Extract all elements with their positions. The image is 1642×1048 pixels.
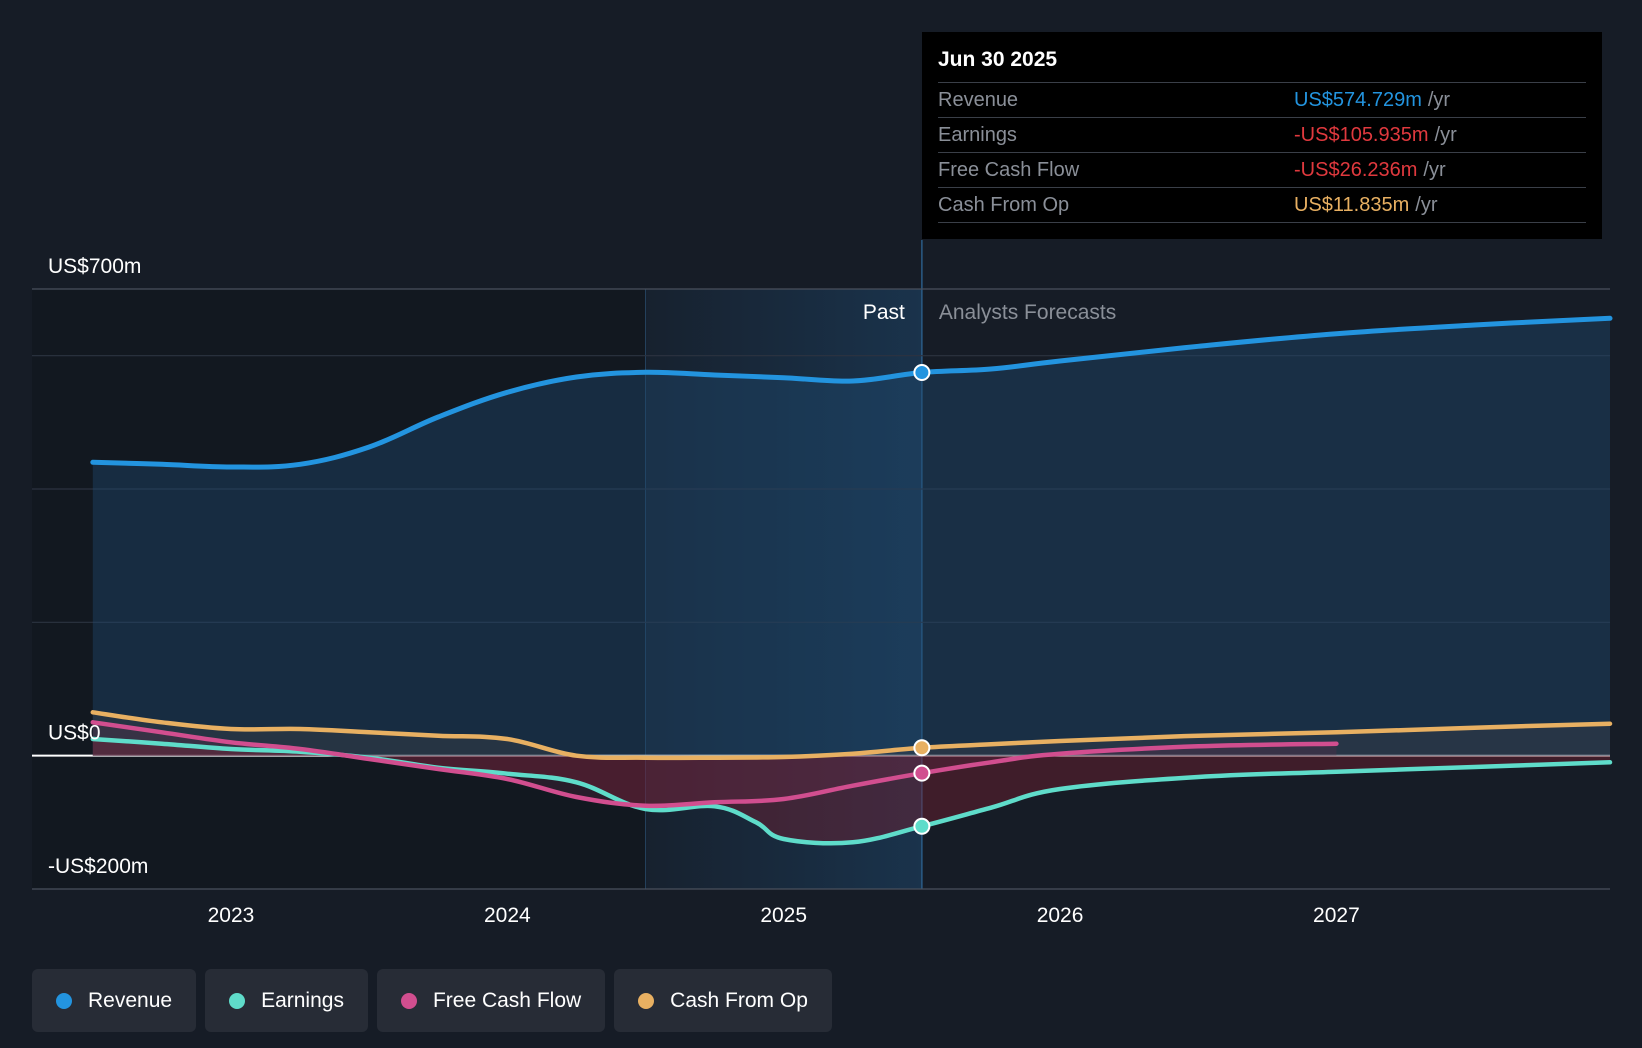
fcf-area [92,722,1337,806]
legend-label: Earnings [261,988,344,1012]
tooltip-label: Cash From Op [938,194,1070,216]
x-tick-label: 2025 [760,904,807,927]
legend-label: Cash From Op [670,988,808,1012]
legend-item-revenue[interactable]: Revenue [32,969,197,1032]
tooltip-value: -US$26.236m [1294,159,1418,181]
tooltip-row-fcf: Free Cash Flow -US$26.236m/yr [938,153,1586,188]
fcf-marker [913,764,931,782]
tooltip-date: Jun 30 2025 [938,46,1586,83]
cfo-line [90,710,1613,761]
legend-item-earnings[interactable]: Earnings [205,969,368,1032]
past-highlight-region [645,289,922,889]
past-label: Past [863,301,905,324]
legend-item-fcf[interactable]: Free Cash Flow [376,969,606,1032]
tooltip-value: US$574.729m [1294,89,1422,111]
tooltip-label: Earnings [938,124,1017,146]
tooltip-label: Free Cash Flow [938,159,1080,181]
chart-background-layer [32,240,923,889]
series-lines [90,315,1613,846]
legend-label: Revenue [88,988,173,1012]
tooltip-unit: /yr [1415,194,1438,216]
x-tick-label: 2027 [1313,904,1360,927]
legend-label: Free Cash Flow [432,988,582,1012]
cfo-dot-icon [638,992,655,1009]
tooltip-unit: /yr [1423,159,1446,181]
y-tick-label: US$700m [48,255,141,278]
fcf-line [90,720,1339,809]
tooltip-label: Revenue [938,89,1019,111]
tooltip-row-cfo: Cash From Op US$11.835m/yr [938,188,1586,223]
cfo-marker [913,739,931,757]
tooltip-row-revenue: Revenue US$574.729m/yr [938,83,1586,118]
fcf-dot-icon [400,992,417,1009]
y-tick-label: -US$200m [48,855,148,878]
revenue-area [92,318,1610,756]
tooltip-value: US$11.835m [1294,194,1410,216]
legend: Revenue Earnings Free Cash Flow Cash Fro… [32,969,832,1032]
revenue-dot-icon [56,992,72,1009]
tooltip-value: -US$105.935m [1294,124,1429,146]
tooltip-value-wrap: US$574.729m/yr [1294,83,1450,117]
revenue-line [90,315,1613,470]
revenue-marker [913,364,931,382]
series-markers [913,364,931,835]
tooltip-value-wrap: -US$105.935m/yr [1294,118,1457,152]
legend-item-cfo[interactable]: Cash From Op [614,969,832,1032]
tooltip-unit: /yr [1434,124,1457,146]
x-tick-label: 2024 [484,904,531,927]
tooltip: Jun 30 2025 Revenue US$574.729m/yr Earni… [922,32,1602,239]
y-tick-label: US$0 [48,722,101,745]
tooltip-value-wrap: -US$26.236m/yr [1294,153,1446,187]
earnings-dot-icon [229,992,246,1009]
tooltip-row-earnings: Earnings -US$105.935m/yr [938,118,1586,153]
tooltip-value-wrap: US$11.835m/yr [1294,188,1437,222]
x-tick-label: 2026 [1037,904,1084,927]
tooltip-unit: /yr [1427,89,1451,111]
forecast-label: Analysts Forecasts [939,301,1116,324]
earnings-marker [913,817,931,835]
axis-labels: US$700m US$0 -US$200m 2023 2024 2025 2026 2027 P… [48,255,1360,927]
earnings-area [92,739,1610,844]
x-tick-label: 2023 [208,904,255,927]
